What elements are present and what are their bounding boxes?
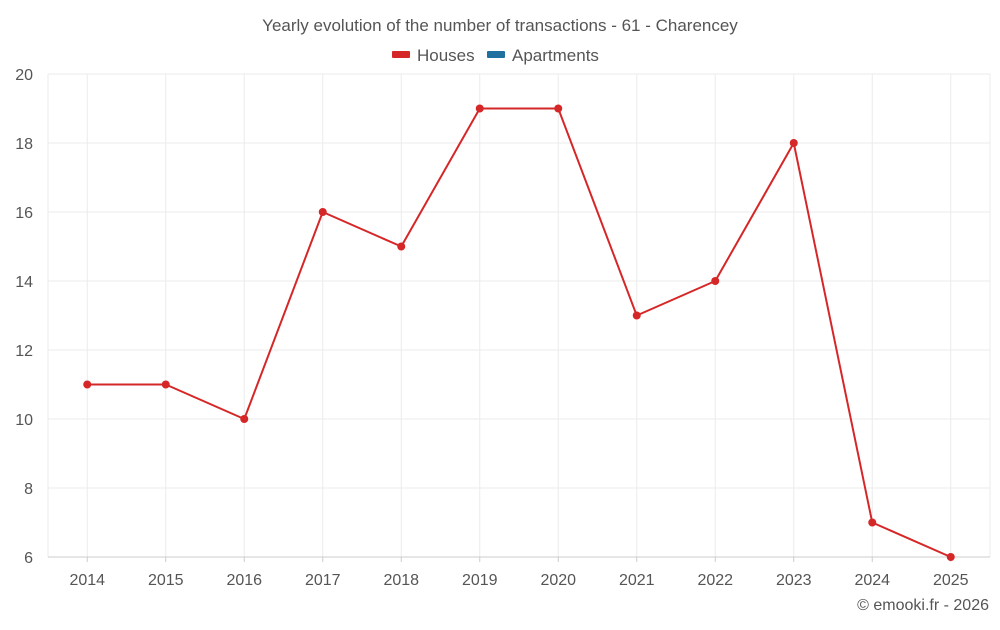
credit-text: © emooki.fr - 2026 [857, 597, 989, 614]
x-tick-label: 2025 [933, 572, 969, 589]
y-tick-label: 14 [15, 274, 33, 291]
legend-swatch-apartments [487, 51, 505, 58]
data-point-houses[interactable] [711, 277, 720, 285]
x-tick-label: 2017 [305, 572, 341, 589]
data-point-houses[interactable] [946, 553, 955, 561]
series [83, 104, 955, 561]
x-tick-label: 2022 [697, 572, 733, 589]
x-tick-label: 2016 [226, 572, 262, 589]
data-point-houses[interactable] [868, 518, 877, 527]
x-tick-label: 2023 [776, 572, 812, 589]
data-point-houses[interactable] [789, 139, 798, 147]
y-tick-label: 6 [24, 550, 33, 567]
data-point-houses[interactable] [397, 242, 406, 251]
y-tick-label: 16 [15, 205, 33, 222]
data-point-houses[interactable] [161, 380, 170, 389]
data-point-houses[interactable] [632, 311, 641, 320]
data-point-houses[interactable] [475, 104, 484, 113]
x-tick-label: 2015 [148, 572, 184, 589]
y-tick-label: 18 [15, 136, 33, 153]
chart-title: Yearly evolution of the number of transa… [262, 16, 738, 35]
axes: 6 8 10 12 14 16 18 20 2014 2015 2016 2017 2018 2019 20… [15, 67, 990, 589]
grid [47, 73, 991, 557]
data-point-houses[interactable] [554, 104, 563, 113]
legend-label-apartments: Apartments [512, 46, 599, 65]
legend-label-houses: Houses [417, 46, 475, 65]
series-line-houses [86, 107, 952, 558]
y-tick-label: 20 [15, 67, 33, 84]
data-point-houses[interactable] [240, 415, 249, 423]
legend-item-apartments[interactable]: Apartments [487, 46, 599, 65]
legend: Houses Apartments [392, 46, 599, 65]
data-point-houses[interactable] [318, 208, 327, 216]
legend-item-houses[interactable]: Houses [392, 46, 475, 65]
x-tick-label: 2014 [69, 572, 105, 589]
data-point-houses[interactable] [83, 380, 92, 389]
x-tick-label: 2020 [540, 572, 576, 589]
x-tick-label: 2024 [854, 572, 890, 589]
x-tick-label: 2019 [462, 572, 498, 589]
legend-swatch-houses [392, 51, 410, 58]
x-tick-label: 2021 [619, 572, 655, 589]
x-tick-label: 2018 [383, 572, 419, 589]
y-tick-label: 12 [15, 343, 33, 360]
y-tick-label: 8 [24, 481, 33, 498]
y-tick-label: 10 [15, 412, 33, 429]
